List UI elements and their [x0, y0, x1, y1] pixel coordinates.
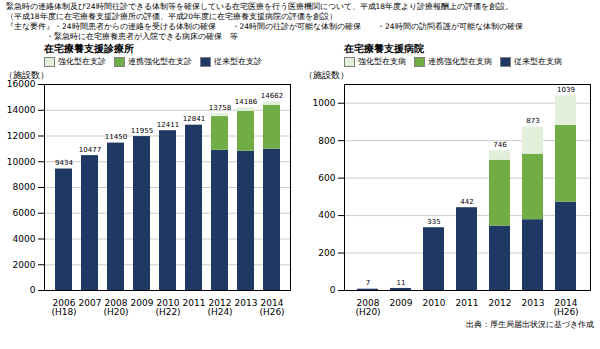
svg-text:8000: 8000 — [13, 182, 36, 192]
svg-text:2010: 2010 — [423, 298, 446, 308]
svg-text:9434: 9434 — [55, 159, 73, 167]
html-text:在宅療養支援病院: 在宅療養支援病院 — [344, 43, 424, 54]
svg-text:2009: 2009 — [131, 298, 154, 308]
svg-text:2008(H20): 2008(H20) — [103, 298, 128, 317]
svg-text:11955: 11955 — [131, 127, 153, 135]
html-text:・緊急時に在宅療養患者が入院できる病床の確保 等: ・緊急時に在宅療養患者が入院できる病床の確保 等 — [6, 32, 238, 41]
svg-text:746: 746 — [493, 141, 507, 149]
svg-text:11: 11 — [397, 279, 406, 287]
html-text:強化型在支診: 強化型在支診 — [58, 57, 106, 66]
svg-text:2010(H22): 2010(H22) — [155, 298, 180, 317]
svg-text:2008(H20): 2008(H20) — [355, 298, 380, 317]
html-text:従来型在支病: 従来型在支病 — [514, 57, 562, 66]
svg-text:2011: 2011 — [183, 298, 206, 308]
svg-text:11450: 11450 — [105, 133, 127, 141]
html-text:強化型在支病: 強化型在支病 — [358, 57, 406, 66]
svg-text:200: 200 — [318, 248, 335, 258]
svg-text:2009: 2009 — [390, 298, 413, 308]
html-text:連携強化型在支診: 連携強化型在支診 — [128, 57, 192, 66]
svg-text:2012(H24): 2012(H24) — [207, 298, 232, 317]
svg-text:442: 442 — [460, 198, 473, 206]
svg-text:2007: 2007 — [79, 298, 102, 308]
svg-text:335: 335 — [427, 218, 440, 226]
html-text:『主な要件』・24時間患者からの連絡を受ける体制の確保 ・2: 『主な要件』・24時間患者からの連絡を受ける体制の確保 ・24時間の往診が可能な… — [6, 22, 523, 31]
svg-text:1039: 1039 — [557, 86, 575, 94]
svg-text:2006(H18): 2006(H18) — [51, 298, 76, 317]
svg-text:7: 7 — [366, 279, 370, 287]
svg-text:2013: 2013 — [522, 298, 545, 308]
svg-text:13758: 13758 — [209, 104, 231, 112]
svg-text:12841: 12841 — [183, 115, 205, 123]
svg-text:0: 0 — [330, 285, 336, 295]
svg-text:14000: 14000 — [7, 105, 36, 115]
svg-text:2014(H26): 2014(H26) — [553, 298, 578, 317]
html-text:従来型在支診: 従来型在支診 — [214, 57, 262, 66]
html-text:緊急時の連絡体制及び24時間往診できる体制等を確保している在: 緊急時の連絡体制及び24時間往診できる体制等を確保している在宅医療を行う医療機関… — [6, 2, 514, 11]
svg-text:2012: 2012 — [489, 298, 512, 308]
html-text:出典：厚生局届出状況に基づき作成: 出典：厚生局届出状況に基づき作成 — [466, 320, 594, 329]
svg-text:2000: 2000 — [13, 260, 36, 270]
svg-text:600: 600 — [318, 173, 335, 183]
svg-text:873: 873 — [526, 117, 539, 125]
svg-text:2014(H26): 2014(H26) — [259, 298, 284, 317]
svg-text:2013: 2013 — [235, 298, 258, 308]
svg-text:400: 400 — [318, 210, 335, 220]
svg-text:4000: 4000 — [13, 234, 36, 244]
svg-text:10477: 10477 — [79, 146, 101, 154]
svg-text:12411: 12411 — [157, 121, 179, 129]
html-text:（平成18年度に在宅療養支援診療所の評価、平成20年度に在宅: （平成18年度に在宅療養支援診療所の評価、平成20年度に在宅療養支援病院の評価を… — [6, 12, 338, 21]
svg-text:1000: 1000 — [313, 98, 336, 108]
svg-text:（施設数）: （施設数） — [4, 70, 49, 80]
html-text:連携強化型在支病: 連携強化型在支病 — [428, 57, 492, 66]
svg-text:16000: 16000 — [7, 79, 36, 89]
svg-text:（施設数）: （施設数） — [304, 70, 349, 80]
svg-text:2011: 2011 — [456, 298, 479, 308]
svg-text:6000: 6000 — [13, 208, 36, 218]
svg-text:12000: 12000 — [7, 131, 36, 141]
svg-text:14662: 14662 — [261, 92, 283, 100]
svg-text:0: 0 — [30, 285, 36, 295]
html-text:在宅療養支援診療所: 在宅療養支援診療所 — [44, 43, 134, 54]
svg-text:10000: 10000 — [7, 157, 36, 167]
svg-text:14186: 14186 — [235, 98, 258, 106]
svg-text:800: 800 — [318, 136, 335, 146]
